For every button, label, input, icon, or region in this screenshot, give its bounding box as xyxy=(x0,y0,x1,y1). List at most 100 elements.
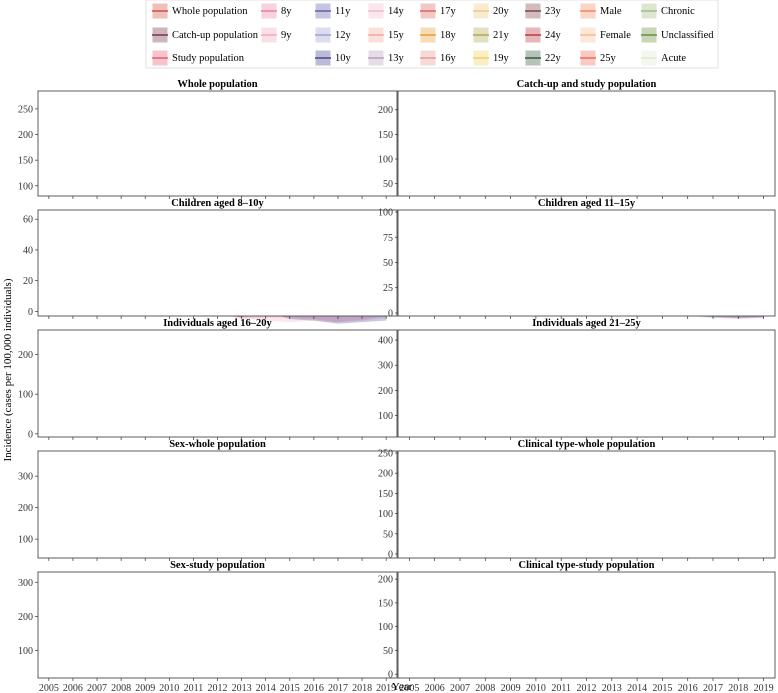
x-tick-label: 2014 xyxy=(627,683,647,693)
x-tick-label: 2010 xyxy=(159,683,179,693)
legend-item-19y: 19y xyxy=(472,49,510,67)
legend-label: 21y xyxy=(493,30,510,41)
legend-item-20y: 20y xyxy=(472,2,510,20)
panel-title: Clinical type-study population xyxy=(519,560,655,571)
y-tick-label: 200 xyxy=(18,130,33,141)
panel-frame xyxy=(37,209,398,317)
panel-title: Children aged 8–10y xyxy=(171,198,264,209)
panel-clinstudy: Clinical type-study population 0 50 100 150 2… xyxy=(378,560,776,693)
panel-title: Catch-up and study population xyxy=(517,79,657,90)
legend-label: 19y xyxy=(493,53,510,64)
panel-title: Individuals aged 16–20y xyxy=(163,318,272,329)
y-tick-label: 50 xyxy=(383,529,393,540)
legend-item-8y: 8y xyxy=(260,2,292,20)
y-tick-label: 25 xyxy=(383,283,393,294)
y-tick-label: 100 xyxy=(378,155,393,166)
legend-label: 13y xyxy=(388,53,405,64)
x-tick-label: 2013 xyxy=(232,683,252,693)
legend-item-study-population: Study population xyxy=(151,49,245,67)
x-tick-label: 2006 xyxy=(63,683,83,693)
y-tick-label: 150 xyxy=(18,156,33,167)
legend-label: Whole population xyxy=(172,6,248,17)
legend-item-male: Male xyxy=(579,2,622,20)
y-tick-label: 0 xyxy=(28,429,33,440)
x-tick-label: 2009 xyxy=(501,683,521,693)
y-tick-label: 300 xyxy=(378,361,393,372)
y-tick-label: 100 xyxy=(378,411,393,422)
y-tick-label: 0 xyxy=(28,307,33,318)
x-tick-label: 2015 xyxy=(652,683,672,693)
y-tick-label: 100 xyxy=(18,390,33,401)
x-axis-title: Year xyxy=(392,681,413,693)
x-tick-label: 2016 xyxy=(678,683,698,693)
x-tick-label: 2019 xyxy=(376,683,396,693)
x-tick-label: 2011 xyxy=(551,683,571,693)
panel-title: Sex-whole population xyxy=(169,439,266,450)
panel-title: Sex-study population xyxy=(170,560,265,571)
legend-label: 23y xyxy=(545,6,562,17)
legend-label: Male xyxy=(600,6,622,17)
x-tick-label: 2016 xyxy=(304,683,324,693)
panel-title: Children aged 11–15y xyxy=(538,198,636,209)
x-tick-label: 2017 xyxy=(703,683,723,693)
y-tick-label: 150 xyxy=(378,598,393,609)
y-tick-label: 400 xyxy=(378,336,393,347)
panel-sexstudy: Sex-study population 100 200 300 2005 2006 200… xyxy=(18,560,398,693)
legend-item-acute: Acute xyxy=(640,49,686,67)
legend-item-18y: 18y xyxy=(419,26,457,44)
y-tick-label: 200 xyxy=(18,612,33,623)
x-tick-label: 2018 xyxy=(728,683,748,693)
y-tick-label: 100 xyxy=(18,535,33,546)
legend-label: 12y xyxy=(335,30,352,41)
legend-item-17y: 17y xyxy=(419,2,457,20)
y-tick-label: 300 xyxy=(18,578,33,589)
x-tick-label: 2006 xyxy=(425,683,445,693)
x-tick-label: 2009 xyxy=(135,683,155,693)
y-tick-label: 50 xyxy=(383,179,393,190)
legend-item-chronic: Chronic xyxy=(640,2,695,20)
x-tick-label: 2017 xyxy=(328,683,348,693)
legend-label: Study population xyxy=(172,53,245,64)
panel-ind21: Individuals aged 21–25y 100 200 300 400 xyxy=(378,318,776,440)
legend-label: 8y xyxy=(281,6,292,17)
panel-frame xyxy=(397,90,776,197)
y-tick-label: 200 xyxy=(378,386,393,397)
panel-title: Clinical type-whole population xyxy=(518,439,656,450)
panel-clinwhole: Clinical type-whole population 0 50 100 150 2… xyxy=(378,439,776,561)
x-tick-label: 2007 xyxy=(87,683,107,693)
legend-label: 14y xyxy=(388,6,405,17)
y-tick-label: 75 xyxy=(383,233,393,244)
panel-frame xyxy=(397,571,776,679)
legend-label: 24y xyxy=(545,30,562,41)
legend-item-21y: 21y xyxy=(472,26,510,44)
y-tick-label: 200 xyxy=(18,503,33,514)
legend-item-14y: 14y xyxy=(367,2,405,20)
y-tick-label: 100 xyxy=(378,509,393,520)
legend-label: 20y xyxy=(493,6,510,17)
panel-title: Whole population xyxy=(177,79,257,90)
y-tick-label: 100 xyxy=(378,208,393,219)
y-tick-label: 200 xyxy=(18,350,33,361)
panel-children11: Children aged 11–15y 0 25 50 75 100 xyxy=(378,198,776,319)
x-tick-label: 2012 xyxy=(577,683,597,693)
y-tick-label: 100 xyxy=(18,181,33,192)
x-tick-label: 2008 xyxy=(475,683,495,693)
x-tick-label: 2008 xyxy=(111,683,131,693)
legend-item-24y: 24y xyxy=(524,26,562,44)
y-tick-label: 150 xyxy=(378,130,393,141)
legend-label: Unclassified xyxy=(661,30,714,41)
legend-item-16y: 16y xyxy=(419,49,457,67)
y-tick-label: 20 xyxy=(23,276,33,287)
legend-item-15y: 15y xyxy=(367,26,405,44)
legend-item-catch-up-population: Catch-up population xyxy=(151,26,259,44)
legend: Whole population Catch-up population Study… xyxy=(145,0,719,69)
panel-children8: Children aged 8–10y 0 20 40 60 xyxy=(23,198,398,324)
panel-sexwhole: Sex-whole population 100 200 300 xyxy=(18,439,398,561)
y-tick-label: 300 xyxy=(18,472,33,483)
panel-catchup: Catch-up and study population 50 100 150 200 xyxy=(378,79,776,199)
x-tick-label: 2014 xyxy=(256,683,276,693)
y-tick-label: 50 xyxy=(383,646,393,657)
panel-ind16: Individuals aged 16–20y 0 100 200 xyxy=(18,318,398,440)
y-axis-title: Incidence (cases per 100,000 individuals… xyxy=(2,278,14,461)
